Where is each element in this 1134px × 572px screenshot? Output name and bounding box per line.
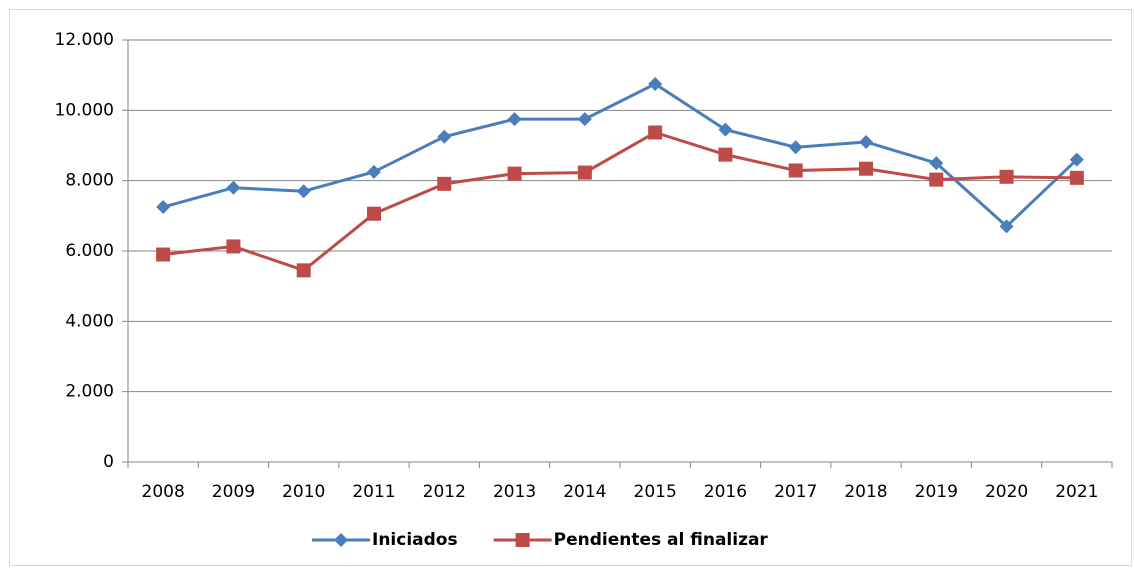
y-tick-label: 12.000 — [55, 30, 114, 50]
data-point — [577, 112, 592, 127]
y-tick-label: 6.000 — [65, 241, 114, 261]
legend-marker — [515, 533, 530, 547]
data-point — [367, 206, 381, 221]
data-point — [788, 163, 803, 178]
x-tick-label: 2021 — [1055, 482, 1098, 502]
legend-marker — [334, 533, 348, 547]
data-point — [226, 239, 241, 254]
y-tick-label: 8.000 — [65, 171, 114, 191]
data-point — [437, 129, 452, 144]
x-tick-label: 2009 — [212, 482, 255, 502]
data-point — [156, 247, 171, 262]
data-point — [1069, 170, 1084, 185]
data-point — [999, 169, 1014, 184]
data-point — [226, 180, 241, 195]
y-tick-label: 0 — [103, 452, 114, 472]
data-point — [648, 125, 663, 140]
x-tick-label: 2018 — [844, 482, 887, 502]
x-tick-label: 2020 — [985, 482, 1028, 502]
data-point — [577, 165, 592, 180]
data-point — [999, 219, 1014, 234]
data-point — [507, 112, 522, 127]
x-tick-label: 2015 — [634, 482, 677, 502]
data-point — [156, 200, 171, 215]
data-point — [507, 166, 522, 181]
x-tick-label: 2014 — [563, 482, 606, 502]
x-tick-label: 2017 — [774, 482, 817, 502]
data-point — [929, 172, 944, 187]
series-line — [162, 82, 1078, 229]
y-tick-label: 10.000 — [55, 100, 114, 120]
data-point — [296, 263, 311, 278]
x-tick-label: 2013 — [493, 482, 536, 502]
y-tick-label: 2.000 — [65, 382, 114, 402]
legend-label: Iniciados — [372, 530, 458, 550]
data-point — [296, 184, 311, 199]
x-tick-label: 2011 — [352, 482, 395, 502]
data-point — [788, 140, 803, 155]
x-tick-label: 2012 — [423, 482, 466, 502]
y-tick-label: 4.000 — [65, 311, 114, 331]
data-point — [648, 76, 663, 91]
data-point — [718, 147, 733, 162]
x-tick-label: 2019 — [915, 482, 958, 502]
data-point — [367, 164, 381, 179]
chart-border — [9, 9, 1132, 566]
data-point — [437, 176, 452, 191]
series-line — [162, 130, 1077, 273]
data-point — [1069, 152, 1084, 167]
data-point — [718, 122, 733, 137]
x-tick-label: 2010 — [282, 482, 325, 502]
legend-label: Pendientes al finalizar — [554, 530, 769, 550]
data-point — [859, 134, 873, 149]
data-point — [859, 161, 873, 176]
data-point — [929, 156, 944, 171]
x-tick-label: 2016 — [704, 482, 747, 502]
x-tick-label: 2008 — [142, 482, 185, 502]
